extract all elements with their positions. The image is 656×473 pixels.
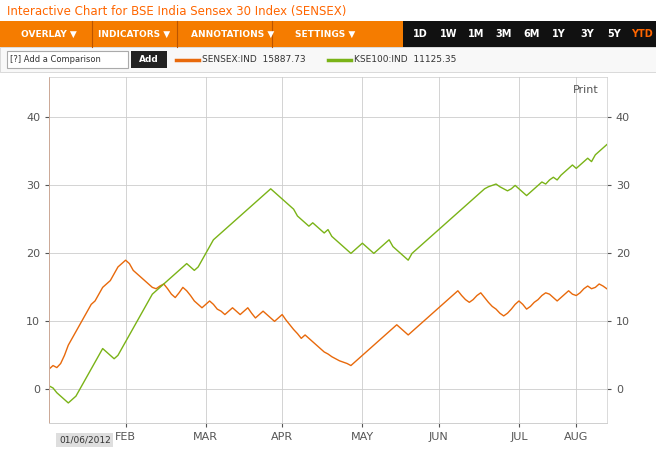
- Text: 6M: 6M: [523, 29, 539, 39]
- Text: 1D: 1D: [413, 29, 428, 39]
- Text: INDICATORS ▼: INDICATORS ▼: [98, 30, 171, 39]
- Text: YTD: YTD: [631, 29, 653, 39]
- Text: 1W: 1W: [440, 29, 457, 39]
- Text: SENSEX:IND  15887.73: SENSEX:IND 15887.73: [202, 55, 306, 64]
- Text: 3M: 3M: [495, 29, 512, 39]
- Text: 3Y: 3Y: [580, 29, 594, 39]
- Text: Interactive Chart for BSE India Sensex 30 Index (SENSEX): Interactive Chart for BSE India Sensex 3…: [7, 5, 346, 18]
- Text: OVERLAY ▼: OVERLAY ▼: [22, 30, 77, 39]
- Text: [?] Add a Comparison: [?] Add a Comparison: [10, 55, 101, 64]
- Text: Print: Print: [573, 85, 598, 95]
- Text: Add: Add: [139, 55, 159, 64]
- Text: 1Y: 1Y: [552, 29, 566, 39]
- Text: 5Y: 5Y: [607, 29, 621, 39]
- Text: SETTINGS ▼: SETTINGS ▼: [295, 30, 355, 39]
- Text: 1M: 1M: [468, 29, 484, 39]
- Text: 01/06/2012: 01/06/2012: [59, 436, 111, 445]
- Text: KSE100:IND  11125.35: KSE100:IND 11125.35: [354, 55, 457, 64]
- Text: ANNOTATIONS ▼: ANNOTATIONS ▼: [192, 30, 274, 39]
